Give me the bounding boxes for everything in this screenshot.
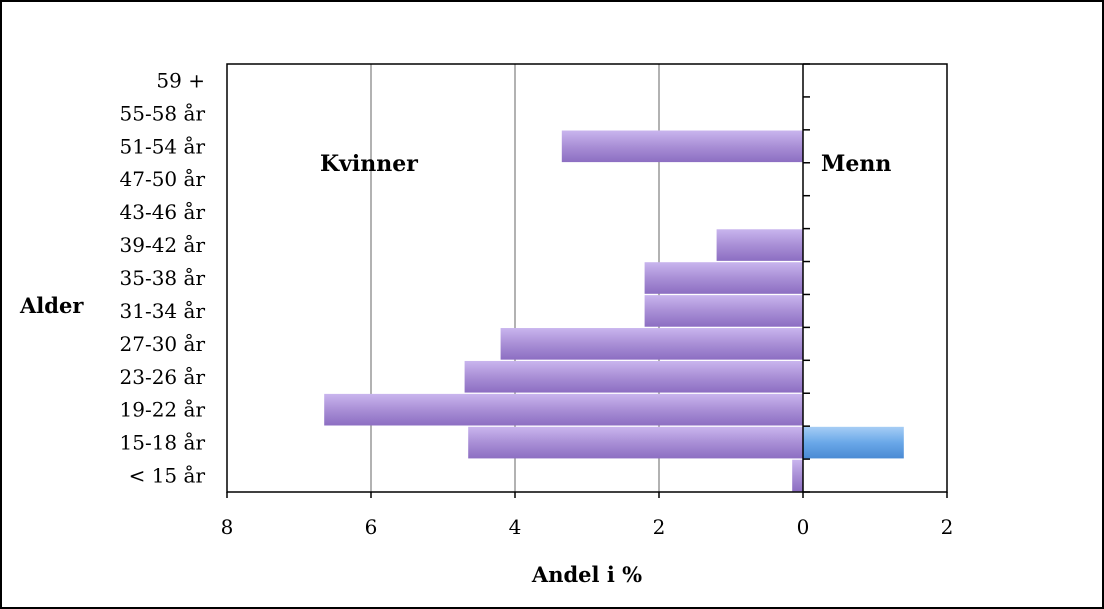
- y-tick-label: 19-22 år: [120, 398, 206, 422]
- y-tick-label: 15-18 år: [120, 431, 206, 455]
- bar-kvinner: [644, 262, 803, 294]
- x-tick-label: 0: [797, 515, 810, 539]
- bar-kvinner: [500, 328, 803, 360]
- bar-kvinner: [644, 295, 803, 327]
- y-tick-label: 31-34 år: [120, 299, 206, 323]
- bar-menn: [803, 426, 904, 459]
- bar-kvinner: [561, 130, 803, 163]
- bar-kvinner: [468, 426, 803, 459]
- y-tick-label: 47-50 år: [120, 167, 206, 191]
- annotation-kvinner: Kvinner: [320, 151, 418, 177]
- bar-kvinner: [716, 229, 803, 261]
- bar-kvinner: [464, 360, 803, 393]
- plot-area: [226, 63, 948, 493]
- y-tick-label: 51-54 år: [120, 134, 206, 158]
- bar-kvinner: [792, 459, 803, 492]
- y-tick-label: < 15 år: [129, 464, 206, 488]
- y-tick-label: 39-42 år: [120, 233, 206, 257]
- y-tick-label: 23-26 år: [120, 365, 206, 389]
- x-tick-label: 4: [509, 515, 522, 539]
- axes: 8 6 4 2 0 2 < 15 år 15-18 år 19-22 år 23-26 år 27-…: [120, 63, 954, 539]
- y-tick-label: 35-38 år: [120, 266, 206, 290]
- x-tick-label: 2: [941, 515, 954, 539]
- x-axis-title: Andel i %: [531, 562, 642, 587]
- y-tick-label: 27-30 år: [120, 332, 206, 356]
- y-tick-label: 43-46 år: [120, 200, 206, 224]
- x-tick-label: 8: [221, 515, 234, 539]
- bars: [324, 130, 904, 492]
- bar-kvinner: [324, 393, 803, 426]
- x-tick-label: 2: [653, 515, 666, 539]
- y-tick-label: 55-58 år: [120, 101, 206, 125]
- x-tick-label: 6: [365, 515, 378, 539]
- y-tick-label: 59 +: [156, 68, 205, 92]
- annotation-menn: Menn: [821, 151, 891, 177]
- y-axis-title: Alder: [19, 293, 84, 318]
